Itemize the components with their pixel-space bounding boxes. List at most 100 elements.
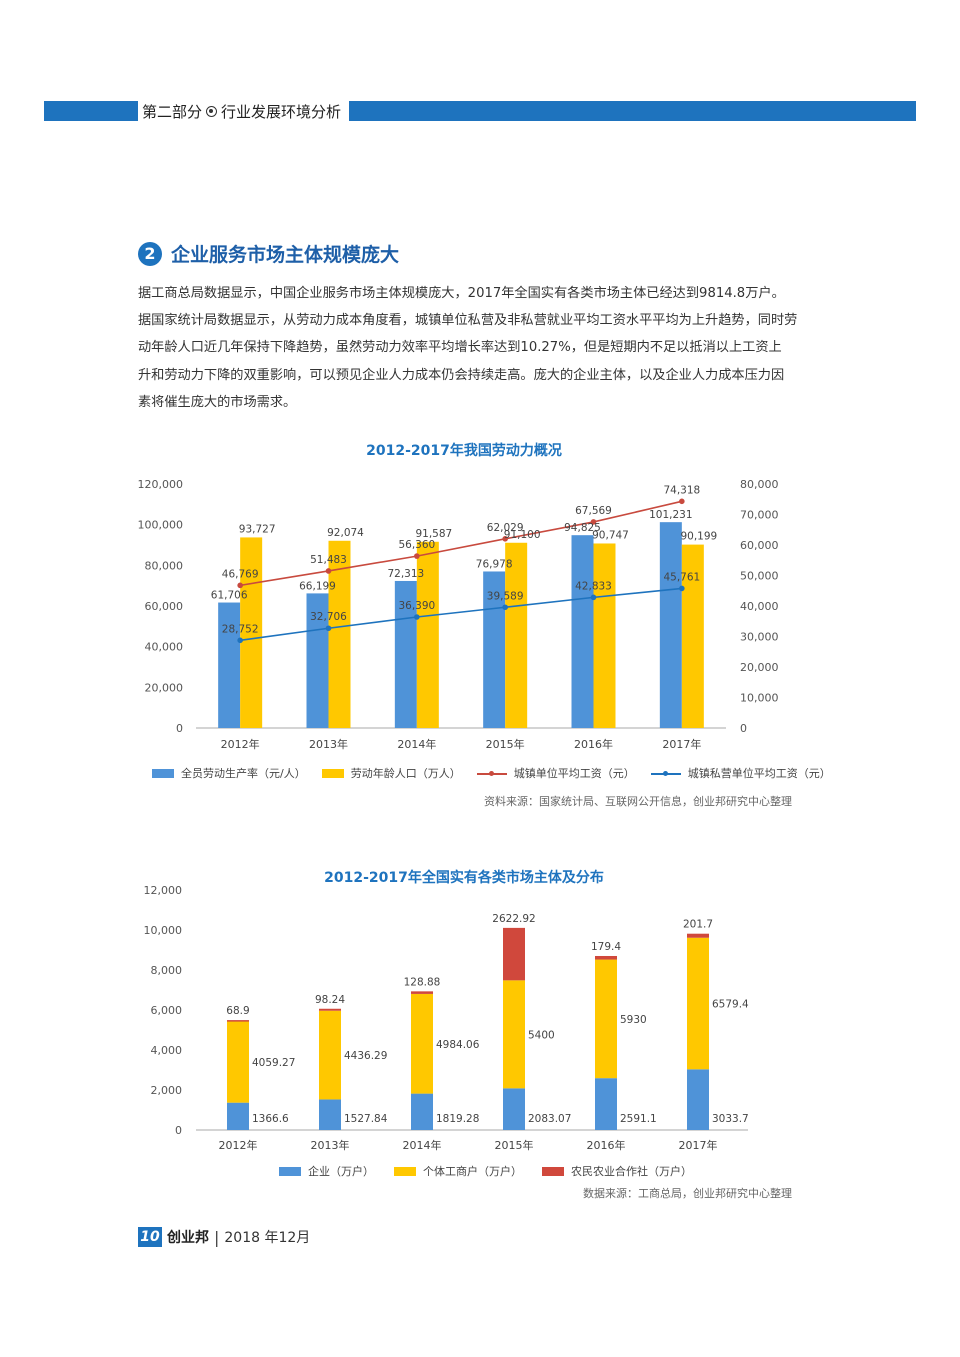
chart2-title: 2012-2017年全国实有各类市场主体及分布 [324, 870, 604, 886]
point-urban-wage [325, 568, 332, 574]
data-label-private-wage: 42,833 [575, 580, 612, 592]
data-label-individual: 5400 [528, 1029, 555, 1041]
bar-individual [687, 937, 709, 1070]
bullet-icon [206, 105, 218, 117]
bar-enterprise [503, 1088, 525, 1130]
data-label-urban-wage: 56,360 [398, 539, 435, 551]
legend-item-population: 劳动年龄人口（万人） [321, 765, 461, 781]
data-label-private-wage: 45,761 [663, 571, 700, 583]
legend-label: 个体工商户（万户） [423, 1165, 522, 1178]
y-tick-label: 4,000 [151, 1044, 183, 1057]
data-label-enterprise: 2591.1 [620, 1113, 657, 1125]
x-tick-label: 2012年 [219, 1138, 258, 1152]
y-left-tick-label: 80,000 [145, 559, 184, 572]
data-label-individual: 5930 [620, 1014, 647, 1026]
page-number: 10 [138, 1227, 162, 1247]
bar-individual [411, 993, 433, 1094]
header-label: 第二部分 行业发展环境分析 [138, 98, 350, 124]
data-label-productivity: 76,978 [476, 558, 513, 570]
data-label-urban-wage: 46,769 [222, 568, 259, 580]
x-tick-label: 2012年 [221, 737, 260, 751]
section-number-badge: 2 [138, 241, 162, 266]
point-private-wage [414, 614, 420, 620]
data-label-private-wage: 36,390 [398, 600, 435, 612]
data-label-enterprise: 2083.07 [528, 1113, 571, 1125]
data-label-productivity: 72,313 [387, 568, 424, 580]
data-label-population: 93,727 [239, 523, 276, 535]
x-tick-label: 2016年 [574, 737, 613, 751]
data-label-cooperative: 2622.92 [492, 913, 535, 925]
data-label-productivity: 101,231 [649, 509, 692, 521]
point-urban-wage [237, 582, 243, 589]
y-left-tick-label: 100,000 [138, 519, 184, 532]
chart1-source: 资料来源：国家统计局、互联网公开信息，创业邦研究中心整理 [484, 795, 792, 808]
bar-productivity [218, 602, 241, 728]
y-tick-label: 8,000 [151, 964, 183, 977]
bar-cooperative [503, 927, 525, 981]
legend-line-blue [650, 769, 681, 778]
point-urban-wage [414, 553, 420, 559]
header-part: 第二部分 [142, 102, 203, 121]
bar-cooperative [687, 933, 709, 938]
point-urban-wage [590, 519, 597, 525]
data-label-population: 91,587 [415, 528, 452, 540]
y-left-tick-label: 120,000 [138, 478, 184, 491]
page-footer: 10 创业邦 | 2018 年12月 [138, 1227, 310, 1247]
data-label-urban-wage: 62,029 [487, 522, 524, 534]
legend-swatch-yellow [321, 768, 344, 778]
legend-swatch-blue [152, 768, 174, 778]
bar-population [328, 540, 351, 728]
header-title: 行业发展环境分析 [221, 102, 342, 121]
bar-population [505, 542, 528, 728]
x-tick-label: 2013年 [311, 1138, 350, 1152]
legend-item-enterprise: 企业（万户） [279, 1163, 374, 1179]
point-private-wage [590, 594, 597, 601]
x-tick-label: 2015年 [495, 1138, 534, 1152]
legend-item-private-wage: 城镇私营单位平均工资（元） [650, 765, 831, 781]
bar-enterprise [227, 1102, 249, 1130]
bar-individual [227, 1021, 249, 1103]
legend-line-red [476, 769, 507, 778]
data-label-enterprise: 3033.7 [712, 1113, 749, 1125]
point-private-wage [325, 625, 332, 632]
bar-population [416, 541, 439, 728]
bar-enterprise [411, 1093, 433, 1130]
bar-productivity [571, 535, 594, 728]
y-tick-label: 12,000 [144, 884, 183, 897]
line-private-wage [240, 587, 682, 642]
data-label-population: 91,100 [504, 529, 541, 541]
bar-productivity [483, 571, 506, 728]
x-tick-label: 2016年 [587, 1138, 626, 1152]
data-label-private-wage: 39,589 [487, 590, 524, 602]
data-label-urban-wage: 67,569 [575, 505, 612, 517]
legend-item-productivity: 全员劳动生产率（元/人） [152, 765, 306, 781]
legend-label: 劳动年龄人口（万人） [350, 767, 461, 780]
bar-population [681, 544, 704, 728]
footer-separator: | [214, 1227, 220, 1247]
brand-name: 创业邦 [167, 1230, 209, 1246]
chart1-labor-overview: 0 20,000 40,000 60,000 80,000 100,000 120,000 0… [138, 478, 779, 751]
data-label-cooperative: 128.88 [404, 976, 441, 988]
y-right-tick-label: 70,000 [740, 509, 779, 522]
bar-cooperative [319, 1008, 341, 1011]
y-right-tick-label: 50,000 [740, 570, 779, 583]
bar-individual [595, 959, 617, 1079]
data-label-productivity: 66,199 [299, 580, 336, 592]
data-label-cooperative: 98.24 [315, 994, 345, 1006]
legend-label: 城镇单位平均工资（元） [513, 767, 635, 780]
bar-cooperative [411, 991, 433, 994]
data-label-population: 90,199 [680, 531, 717, 543]
x-tick-label: 2017年 [679, 1138, 718, 1152]
y-tick-label: 0 [175, 1124, 182, 1137]
body-paragraph: 据工商总局数据显示，中国企业服务市场主体规模庞大，2017年全国实有各类市场主体… [138, 286, 798, 410]
legend-item-urban-wage: 城镇单位平均工资（元） [476, 765, 635, 781]
y-left-tick-label: 0 [176, 722, 183, 735]
data-label-individual: 4059.27 [252, 1057, 295, 1069]
y-right-tick-label: 40,000 [740, 600, 779, 613]
bar-enterprise [595, 1078, 617, 1130]
chart2-source: 数据来源：工商总局，创业邦研究中心整理 [583, 1187, 792, 1200]
chart1-title: 2012-2017年我国劳动力概况 [366, 443, 562, 459]
bar-population [593, 543, 616, 728]
x-tick-label: 2013年 [309, 737, 348, 751]
y-right-tick-label: 0 [740, 722, 747, 735]
